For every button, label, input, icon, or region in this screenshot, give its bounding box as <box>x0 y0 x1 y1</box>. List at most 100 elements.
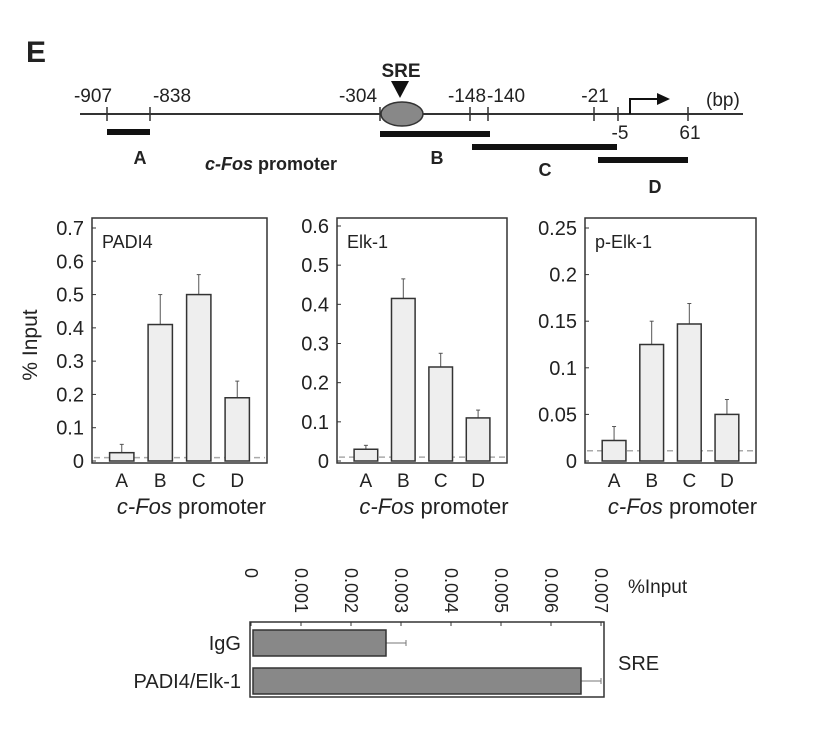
x-axis-label-italic: c-Fos <box>117 494 172 519</box>
region-label: B <box>431 148 444 168</box>
y-tick-label: 0.1 <box>549 358 577 380</box>
bar-C <box>185 293 212 462</box>
bar-A <box>601 439 627 462</box>
category-label: IgG <box>209 633 241 655</box>
promoter-label-rest: promoter <box>253 154 337 174</box>
tick-label: 61 <box>679 123 700 144</box>
x-tick-label: B <box>397 471 410 492</box>
y-tick-label: 0 <box>318 451 329 473</box>
y-tick-label: 0.7 <box>56 218 84 240</box>
bar-A <box>108 451 135 462</box>
x-tick-label: B <box>154 471 167 492</box>
sre-label: SRE <box>381 61 420 82</box>
tick-label: -21 <box>581 86 608 107</box>
y-tick-label: 0 <box>73 451 84 473</box>
tss-arrow-icon <box>657 93 670 105</box>
y-tick-label: 0.2 <box>549 265 577 287</box>
x-tick-label: C <box>682 471 696 492</box>
bar-C <box>676 323 702 462</box>
promoter-label-italic: c-Fos <box>205 154 253 174</box>
bar-B <box>639 343 665 462</box>
x-tick-label: 0.001 <box>291 568 311 613</box>
bar-B <box>147 323 174 462</box>
x-axis-label: c-Fos promoter <box>117 494 266 519</box>
bar-D <box>714 413 740 462</box>
promoter-label: c-Fos promoter <box>205 154 337 174</box>
sre-arrowhead <box>391 81 409 98</box>
tick-label: -838 <box>153 86 191 107</box>
x-tick-label: 0.004 <box>441 568 461 613</box>
y-tick-label: 0.2 <box>56 384 84 406</box>
bar-chart-p-elk-1: 0 0.05 0.1 0.15 0.2 0.25 p-Elk-1 A B C Dc-Fos prom… <box>538 217 757 519</box>
bar-charts: 0 0.1 0.2 0.3 0.4 0.5 0.6 0.7 PADI4 A B C Dc-Fos pro… <box>19 216 757 519</box>
y-tick-label: 0.2 <box>301 373 329 395</box>
y-tick-label: 0.3 <box>301 334 329 356</box>
x-axis-label-rest: promoter <box>414 494 508 519</box>
x-axis-label-italic: c-Fos <box>359 494 414 519</box>
region-label: A <box>134 148 147 168</box>
bar-D <box>465 417 491 462</box>
tick-label: -140 <box>487 86 525 107</box>
bar-B <box>390 297 416 462</box>
y-tick-label: 0.1 <box>301 412 329 434</box>
chart-title: PADI4 <box>102 232 153 252</box>
y-tick-label: 0.6 <box>301 216 329 238</box>
x-tick-label: A <box>608 471 621 492</box>
y-tick-label: 0.15 <box>538 311 577 333</box>
x-tick-label: D <box>230 471 244 492</box>
tick-label: -5 <box>612 123 629 144</box>
x-axis-label-italic: c-Fos <box>608 494 663 519</box>
y-tick-label: 0.1 <box>56 418 84 440</box>
tick-label: -907 <box>74 86 112 107</box>
promoter-diagram: -907 -838 -304 -148 -140 -21-5 61 SRE (bp) A B C Dc-… <box>74 61 743 197</box>
x-axis-label: %Input <box>628 577 688 598</box>
x-tick-label: 0.007 <box>591 568 611 613</box>
x-tick-label: 0 <box>241 568 261 578</box>
tss-arrow <box>629 98 660 114</box>
x-tick-label: A <box>115 471 128 492</box>
x-tick-label: B <box>645 471 658 492</box>
x-tick-label: D <box>471 471 485 492</box>
x-tick-label: 0.006 <box>541 568 561 613</box>
y-tick-label: 0 <box>566 451 577 473</box>
y-tick-label: 0.4 <box>56 318 84 340</box>
sre-ellipse <box>380 101 424 127</box>
category-label: PADI4/Elk-1 <box>134 671 241 693</box>
x-axis-label-rest: promoter <box>172 494 266 519</box>
bar-D <box>224 397 251 462</box>
x-axis-label: c-Fos promoter <box>359 494 508 519</box>
bar-C <box>428 366 454 462</box>
tick-label: -304 <box>339 86 377 107</box>
y-tick-label: 0.25 <box>538 218 577 240</box>
y-axis-label: % Input <box>19 309 42 380</box>
region-label: D <box>649 177 662 197</box>
x-axis-label: c-Fos promoter <box>608 494 757 519</box>
y-tick-label: 0.3 <box>56 351 84 373</box>
x-tick-label: C <box>192 471 206 492</box>
x-axis-label-rest: promoter <box>663 494 757 519</box>
tick-label: -148 <box>448 86 486 107</box>
x-tick-label: 0.005 <box>491 568 511 613</box>
x-tick-label: D <box>720 471 734 492</box>
x-tick-label: 0.003 <box>391 568 411 613</box>
bar-igg <box>252 629 387 657</box>
x-tick-label: C <box>434 471 448 492</box>
region-label: C <box>539 160 552 180</box>
sre-horizontal-chart: 0 0.001 0.002 0.003 0.004 0.005 0.006 0.007 %Inp… <box>134 568 688 698</box>
bar-chart-padi4: 0 0.1 0.2 0.3 0.4 0.5 0.6 0.7 PADI4 A B C Dc-Fos pro… <box>19 217 268 519</box>
chart-title: p-Elk-1 <box>595 232 652 252</box>
x-tick-label: A <box>360 471 373 492</box>
units-label: (bp) <box>706 90 740 111</box>
y-tick-label: 0.6 <box>56 251 84 273</box>
y-tick-label: 0.5 <box>301 255 329 277</box>
bar-A <box>353 448 379 462</box>
chart-title: Elk-1 <box>347 232 388 252</box>
x-tick-label: 0.002 <box>341 568 361 613</box>
bar-chart-elk-1: 0 0.1 0.2 0.3 0.4 0.5 0.6 Elk-1 A B C Dc-Fos promot… <box>301 216 508 519</box>
y-tick-label: 0.4 <box>301 294 329 316</box>
group-label: SRE <box>618 653 659 675</box>
panel-label: E <box>26 36 46 69</box>
y-tick-label: 0.05 <box>538 404 577 426</box>
bar-padi4-elk-1 <box>252 667 582 695</box>
